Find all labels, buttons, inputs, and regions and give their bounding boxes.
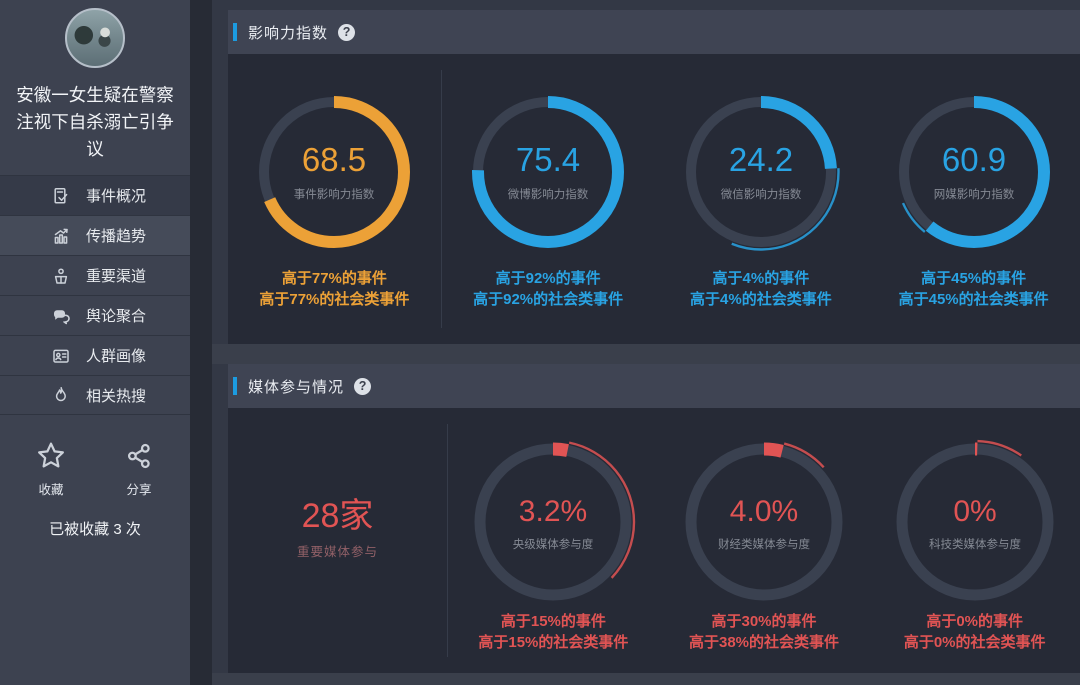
- gauge-caption: 高于0%的事件: [926, 613, 1023, 630]
- gauge-ring: 0% 科技类媒体参与度: [892, 439, 1057, 605]
- id-card-icon: [50, 346, 72, 366]
- gauge-caption: 高于77%的社会类事件: [259, 291, 410, 308]
- favorite-count: 已被收藏 3 次: [49, 521, 141, 538]
- gauge-ring: 24.2 微信影响力指数: [682, 93, 840, 251]
- panel-media-participation: 媒体参与情况 ? 28家重要媒体参与 3.2% 央级媒体参与度 高于15%的事件高于1…: [228, 364, 1080, 673]
- panel-header: 媒体参与情况 ?: [228, 364, 1080, 408]
- gauge-ring: 60.9 网媒影响力指数: [894, 93, 1053, 251]
- sidebar-gutter: [190, 0, 212, 685]
- svg-text:75.4: 75.4: [516, 141, 580, 178]
- favorite-button[interactable]: 收藏: [36, 441, 66, 498]
- panel-divider: [440, 70, 442, 328]
- gauge-caption: 高于30%的事件: [711, 613, 817, 630]
- gauge-ring: 3.2% 央级媒体参与度: [471, 439, 636, 605]
- sidebar-item-label: 相关热搜: [86, 387, 147, 405]
- main-content: 影响力指数 ? 68.5 事件影响力指数 高于77%的事件高于77%的社会类事件 75…: [212, 0, 1080, 685]
- gauge-caption: 高于45%的社会类事件: [898, 291, 1049, 308]
- svg-text:网媒影响力指数: 网媒影响力指数: [933, 187, 1014, 201]
- panel-divider: [447, 424, 449, 657]
- media-summary: 28家重要媒体参与: [228, 408, 447, 673]
- gauge-caption: 高于15%的事件: [500, 613, 606, 630]
- sidebar-item-label: 事件概况: [86, 188, 147, 205]
- avatar: [65, 8, 125, 68]
- sidebar-item-opinion-cluster[interactable]: 舆论聚合: [0, 295, 190, 335]
- gauge-caption: 高于0%的社会类事件: [903, 634, 1046, 651]
- sidebar-item-label: 传播趋势: [86, 228, 147, 245]
- gauge-finance-media-participation: 4.0% 财经类媒体参与度 高于30%的事件高于38%的社会类事件: [659, 408, 870, 673]
- gauge-ring: 75.4 微博影响力指数: [472, 96, 625, 248]
- sidebar-nav: 事件概况传播趋势重要渠道舆论聚合人群画像相关热搜: [0, 175, 190, 415]
- help-icon[interactable]: ?: [338, 23, 356, 41]
- panel-body: 68.5 事件影响力指数 高于77%的事件高于77%的社会类事件 75.4 微博影响力指…: [228, 54, 1080, 344]
- sidebar-item-key-channels[interactable]: 重要渠道: [0, 255, 190, 295]
- svg-text:科技类媒体参与度: 科技类媒体参与度: [929, 537, 1021, 551]
- gauge-tech-media-participation: 0% 科技类媒体参与度 高于0%的事件高于0%的社会类事件: [869, 408, 1080, 673]
- panel-title: 媒体参与情况: [248, 378, 345, 396]
- gauge-caption: 高于77%的事件: [281, 270, 387, 287]
- panel-influence-index: 影响力指数 ? 68.5 事件影响力指数 高于77%的事件高于77%的社会类事件 75…: [228, 10, 1080, 344]
- gauge-central-media-participation: 3.2% 央级媒体参与度 高于15%的事件高于15%的社会类事件: [448, 408, 659, 673]
- sidebar-item-label: 舆论聚合: [86, 308, 147, 325]
- speech-bubbles-icon: [50, 306, 72, 326]
- podium-icon: [50, 266, 72, 286]
- gauge-webmedia-influence-index: 60.9 网媒影响力指数 高于45%的事件高于45%的社会类事件: [867, 54, 1080, 344]
- avatar-wrap: [0, 0, 190, 68]
- gauge-caption: 高于4%的社会类事件: [690, 291, 832, 308]
- svg-text:财经类媒体参与度: 财经类媒体参与度: [718, 537, 810, 551]
- sidebar-item-audience-profile[interactable]: 人群画像: [0, 335, 190, 375]
- flame-icon: [50, 385, 72, 405]
- star-icon: [36, 441, 66, 476]
- gauge-caption: 高于38%的社会类事件: [689, 634, 840, 651]
- svg-text:68.5: 68.5: [302, 141, 366, 178]
- gauge-weibo-influence-index: 75.4 微博影响力指数 高于92%的事件高于92%的社会类事件: [442, 54, 655, 344]
- accent-bar: [233, 377, 237, 395]
- accent-bar: [233, 23, 237, 41]
- event-title: 安徽一女生疑在警察注视下自杀溺亡引争议: [16, 85, 174, 159]
- svg-text:0%: 0%: [953, 495, 996, 528]
- sidebar-item-spread-trend[interactable]: 传播趋势: [0, 215, 190, 255]
- help-icon[interactable]: ?: [354, 377, 372, 395]
- media-summary-label: 重要媒体参与: [297, 545, 379, 559]
- gauge-ring: 68.5 事件影响力指数: [258, 96, 411, 248]
- sidebar: 安徽一女生疑在警察注视下自杀溺亡引争议 事件概况传播趋势重要渠道舆论聚合人群画像…: [0, 0, 190, 685]
- svg-text:60.9: 60.9: [942, 141, 1006, 178]
- sidebar-item-event-overview[interactable]: 事件概况: [0, 175, 190, 215]
- gauge-event-influence-index: 68.5 事件影响力指数 高于77%的事件高于77%的社会类事件: [228, 54, 441, 344]
- gauge-ring: 4.0% 财经类媒体参与度: [681, 439, 847, 605]
- svg-text:4.0%: 4.0%: [730, 495, 798, 528]
- sidebar-item-related-hot-search[interactable]: 相关热搜: [0, 375, 190, 415]
- svg-text:24.2: 24.2: [729, 141, 793, 178]
- gauge-caption: 高于4%的事件: [712, 270, 810, 287]
- sidebar-item-label: 重要渠道: [86, 268, 147, 285]
- panel-gap: [212, 344, 1080, 364]
- svg-text:微博影响力指数: 微博影响力指数: [508, 187, 589, 201]
- panel-title: 影响力指数: [248, 24, 329, 42]
- svg-text:央级媒体参与度: 央级媒体参与度: [513, 537, 594, 551]
- bottom-strip: [212, 673, 1080, 685]
- panel-header: 影响力指数 ?: [228, 10, 1080, 54]
- doc-edit-icon: [50, 186, 72, 206]
- gauge-caption: 高于45%的事件: [921, 270, 1027, 287]
- media-summary-value: 28家: [301, 497, 374, 535]
- sidebar-item-label: 人群画像: [86, 348, 147, 365]
- panel-body: 28家重要媒体参与 3.2% 央级媒体参与度 高于15%的事件高于15%的社会类事件 4…: [228, 408, 1080, 673]
- share-nodes-icon: [124, 441, 154, 476]
- gauge-wechat-influence-index: 24.2 微信影响力指数 高于4%的事件高于4%的社会类事件: [655, 54, 868, 344]
- gauge-caption: 高于92%的事件: [495, 270, 601, 287]
- action-label: 分享: [126, 483, 152, 497]
- svg-text:事件影响力指数: 事件影响力指数: [294, 187, 375, 201]
- svg-text:微信影响力指数: 微信影响力指数: [721, 187, 802, 201]
- gauge-caption: 高于92%的社会类事件: [473, 291, 624, 308]
- trend-chart-icon: [50, 226, 72, 246]
- gauge-caption: 高于15%的社会类事件: [478, 634, 629, 651]
- svg-text:3.2%: 3.2%: [519, 495, 587, 528]
- share-button[interactable]: 分享: [124, 441, 154, 498]
- sidebar-actions: 收藏 分享: [0, 441, 190, 498]
- action-label: 收藏: [38, 483, 64, 497]
